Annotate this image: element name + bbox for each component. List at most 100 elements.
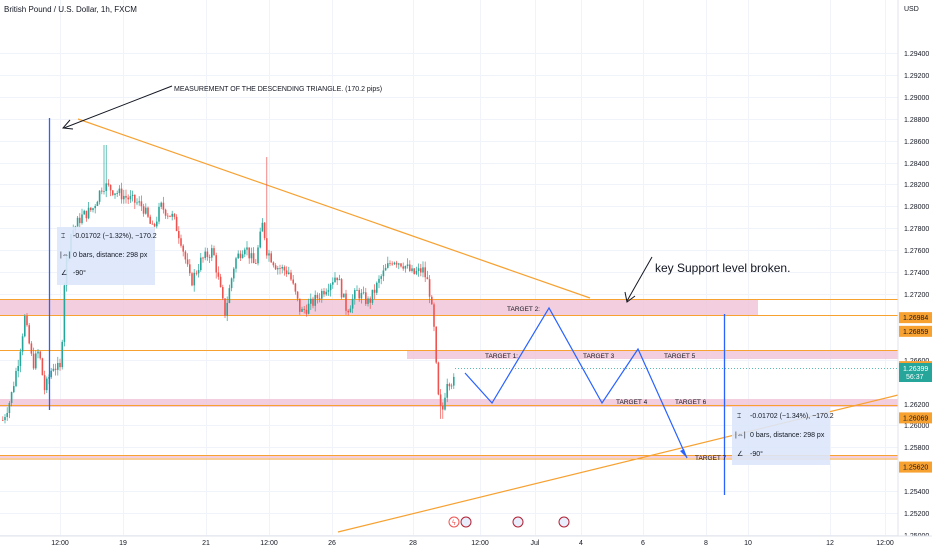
candle-body <box>307 303 310 314</box>
y-tick-label: 1.28400 <box>904 161 929 168</box>
candle-body <box>292 279 294 284</box>
target-1-label: TARGET 1: <box>485 353 518 360</box>
lightning-event-icon[interactable] <box>448 516 460 528</box>
x-tick-label: 12:00 <box>876 540 894 547</box>
candle-body <box>191 273 193 286</box>
candle-body <box>400 263 402 267</box>
price-axis[interactable] <box>897 0 932 536</box>
us-flag-event-icon-2[interactable] <box>512 516 524 528</box>
measurement-box-2[interactable]: ⌶ -0.01702 (−1.34%), −170.2 |⇔| 0 bars, … <box>732 407 834 465</box>
level-tag <box>899 461 932 473</box>
us-flag-event-icon-3[interactable] <box>558 516 570 528</box>
measure1-line1: -0.01702 (−1.32%), −170.2 <box>73 233 157 240</box>
candle-body <box>406 264 409 267</box>
candle-body <box>142 206 145 214</box>
candle-body <box>109 184 112 191</box>
x-tick-label: 4 <box>579 540 583 547</box>
candle-body <box>347 310 349 313</box>
candle-body <box>175 216 178 232</box>
candle-body <box>81 214 83 224</box>
y-tick-label: 1.27400 <box>904 270 929 277</box>
candle-body <box>351 298 354 309</box>
candle-body <box>156 221 158 227</box>
candle-body <box>239 253 242 258</box>
candle-body <box>145 207 147 214</box>
candle-body <box>131 194 134 197</box>
candle-body <box>202 257 204 259</box>
level-tag-label: 1.25620 <box>903 465 928 472</box>
us-flag-event-icon-1[interactable] <box>460 516 472 528</box>
x-tick-label: 21 <box>202 540 210 547</box>
candle-body <box>206 251 209 258</box>
support-note: key Support level broken. <box>655 261 790 275</box>
candle-body <box>178 231 180 239</box>
candle-body <box>299 298 301 312</box>
candle-body <box>316 295 319 299</box>
candle-body <box>90 207 92 211</box>
y-tick-label: 1.27800 <box>904 226 929 233</box>
svg-text:56:37: 56:37 <box>906 374 924 381</box>
y-tick-label: 1.25200 <box>904 511 929 518</box>
candle-body <box>35 353 37 369</box>
event-icons[interactable]: ϟ <box>448 516 570 528</box>
candle-body <box>404 266 407 269</box>
y-tick-label: 1.29000 <box>904 95 929 102</box>
y-tick-label: 1.28200 <box>904 182 929 189</box>
target-4-label: TARGET 4 <box>616 399 648 406</box>
candle-body <box>281 266 283 269</box>
candle-body <box>371 289 374 303</box>
candle-body <box>147 207 149 217</box>
candle-body <box>226 302 228 316</box>
support-arrow-line <box>626 256 653 302</box>
y-tick-label: 1.25400 <box>904 489 929 496</box>
candle-body <box>112 190 114 195</box>
level-tag <box>899 412 932 424</box>
candle-body <box>138 201 140 203</box>
candle-body <box>116 193 118 194</box>
candle-body <box>312 298 314 306</box>
candle-body <box>32 353 35 369</box>
descending-trendline[interactable] <box>77 118 591 299</box>
measure1-icon3: ∠ <box>61 269 67 277</box>
candle-body <box>26 316 28 326</box>
candle-body <box>107 183 110 185</box>
candle-body <box>296 291 299 299</box>
candle-body <box>224 298 226 316</box>
candle-body <box>259 231 261 248</box>
candle-body <box>272 262 275 266</box>
zone-1-26984 <box>0 300 758 315</box>
candle-body <box>10 392 13 403</box>
candle-body <box>358 289 360 299</box>
y-tick-label: 1.28600 <box>904 139 929 146</box>
candle-body <box>217 272 220 277</box>
candle-body <box>294 283 297 292</box>
candle-body <box>321 290 323 299</box>
candle-body <box>325 291 327 295</box>
candle-body <box>431 296 433 305</box>
symbol-title[interactable]: British Pound / U.S. Dollar, 1h, FXCM <box>4 5 137 14</box>
candle-body <box>13 386 15 393</box>
candle-body <box>39 351 41 359</box>
candle-body <box>17 365 19 371</box>
candle-body <box>395 262 398 265</box>
triangle-arrow-line <box>63 85 173 129</box>
x-tick-label: 12:00 <box>260 540 278 547</box>
candle-body <box>173 213 176 217</box>
candle-body <box>105 183 107 192</box>
measurement-box-1[interactable]: ⌶ -0.01702 (−1.32%), −170.2 |⇔| 0 bars, … <box>57 227 157 285</box>
candle-body <box>349 308 352 313</box>
candle-body <box>222 287 224 299</box>
projection-path[interactable] <box>464 306 688 459</box>
candle-body <box>184 251 187 260</box>
candle-body <box>433 304 435 327</box>
candle-body <box>261 222 264 232</box>
candle-body <box>59 362 61 368</box>
y-tick-label: 1.25800 <box>904 445 929 452</box>
candle-body <box>244 249 246 255</box>
candle-body <box>290 272 292 280</box>
candle-body <box>356 289 358 291</box>
candle-body <box>182 245 184 252</box>
candle-body <box>336 277 338 281</box>
time-axis[interactable] <box>0 535 932 550</box>
